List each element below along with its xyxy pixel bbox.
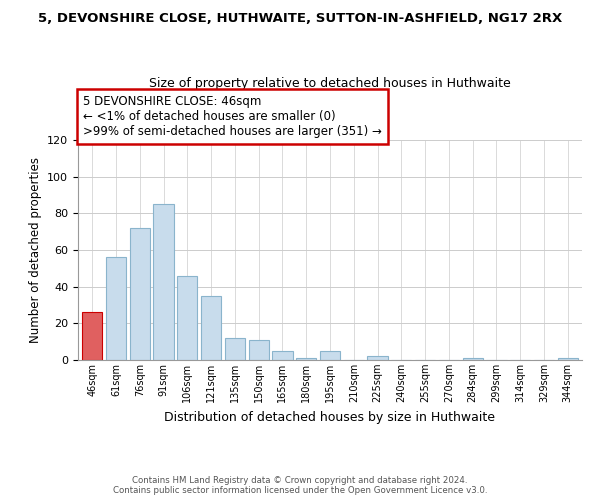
- Bar: [154, 204, 173, 360]
- Text: Contains HM Land Registry data © Crown copyright and database right 2024.
Contai: Contains HM Land Registry data © Crown c…: [113, 476, 487, 495]
- Title: Size of property relative to detached houses in Huthwaite: Size of property relative to detached ho…: [149, 77, 511, 90]
- Bar: [82, 312, 103, 360]
- Text: 5 DEVONSHIRE CLOSE: 46sqm
← <1% of detached houses are smaller (0)
>99% of semi-: 5 DEVONSHIRE CLOSE: 46sqm ← <1% of detac…: [83, 95, 382, 138]
- Bar: [557, 358, 578, 360]
- Bar: [296, 358, 316, 360]
- Bar: [106, 258, 126, 360]
- Bar: [463, 358, 483, 360]
- Y-axis label: Number of detached properties: Number of detached properties: [29, 157, 41, 343]
- Text: 5, DEVONSHIRE CLOSE, HUTHWAITE, SUTTON-IN-ASHFIELD, NG17 2RX: 5, DEVONSHIRE CLOSE, HUTHWAITE, SUTTON-I…: [38, 12, 562, 26]
- Bar: [201, 296, 221, 360]
- Bar: [367, 356, 388, 360]
- Bar: [130, 228, 150, 360]
- Bar: [248, 340, 269, 360]
- X-axis label: Distribution of detached houses by size in Huthwaite: Distribution of detached houses by size …: [164, 410, 496, 424]
- Bar: [225, 338, 245, 360]
- Bar: [320, 351, 340, 360]
- Bar: [177, 276, 197, 360]
- Bar: [272, 351, 293, 360]
